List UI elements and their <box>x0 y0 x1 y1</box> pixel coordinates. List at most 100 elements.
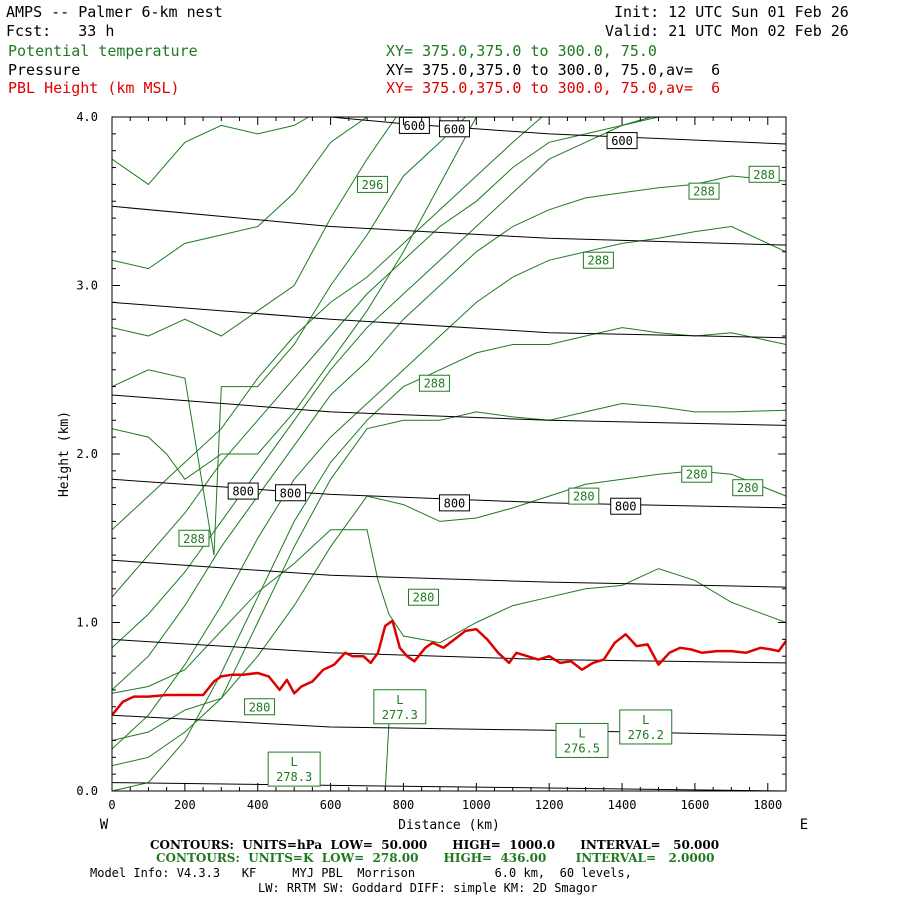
pressure-label-2: 600 <box>438 120 470 138</box>
pressure-label-3-text: 600 <box>611 134 633 148</box>
init-time: Init: 12 UTC Sun 01 Feb 26 <box>614 3 849 21</box>
pressure-label-5: 800 <box>275 484 307 502</box>
y-axis-label: Height (km) <box>57 411 72 497</box>
low-marker-box <box>267 751 321 787</box>
low-marker-box <box>555 722 609 758</box>
x-tick-label: 1800 <box>753 798 782 812</box>
theta-label-5-text: 288 <box>424 377 446 391</box>
contour-labels: 600 600 600 800 800 800 800 296 288 288 288 288 288 2… <box>178 116 780 787</box>
pressure-label-6-text: 800 <box>444 496 466 510</box>
theta-label-11: 280 <box>244 698 276 716</box>
theta-label-3: 288 <box>748 165 780 183</box>
theta-11 <box>112 117 466 556</box>
field2-xy: XY= 375.0,375.0 to 300.0, 75.0,av= 6 <box>386 61 721 79</box>
theta-label-5-box <box>418 374 450 392</box>
theta-1 <box>112 529 786 694</box>
pressure-label-7-box <box>610 497 642 515</box>
footer-physics: LW: RRTM SW: Goddard DIFF: simple KM: 2D… <box>258 881 598 895</box>
theta-4 <box>112 327 786 791</box>
pressure-label-2-text: 600 <box>444 122 466 136</box>
pressure-label-3: 600 <box>606 132 638 150</box>
isobar-1 <box>112 782 786 791</box>
theta-label-10-text: 280 <box>413 591 435 605</box>
model-title: AMPS -- Palmer 6-km nest <box>6 3 223 21</box>
x-axis-label: Distance (km) <box>398 818 500 833</box>
low-marker-value: 276.2 <box>628 728 664 742</box>
pressure-label-6: 800 <box>438 494 470 512</box>
east-end-label: E <box>800 817 808 833</box>
theta-contours <box>112 117 786 791</box>
pressure-label-1: 600 <box>398 116 430 134</box>
theta-label-4-text: 288 <box>588 254 610 268</box>
theta-5 <box>112 225 786 750</box>
theta-9 <box>112 117 543 531</box>
low-marker-box <box>373 689 427 725</box>
theta-label-1-box <box>356 175 388 193</box>
low-marker-value: 277.3 <box>382 708 418 722</box>
x-tick-label: 1400 <box>608 798 637 812</box>
x-tick-label: 600 <box>320 798 342 812</box>
theta-label-9: 280 <box>732 479 764 497</box>
isobar-7 <box>112 301 786 339</box>
theta-10 <box>112 117 477 480</box>
pressure-label-4-text: 800 <box>232 485 254 499</box>
footer-model-info: Model Info: V4.3.3 KF MYJ PBL Morrison 6… <box>90 866 632 880</box>
theta-label-8-box <box>681 465 713 483</box>
theta-14 <box>112 117 309 186</box>
pbl-height-line <box>112 619 786 716</box>
theta-label-7-box <box>568 487 600 505</box>
theta-label-7-text: 280 <box>573 490 595 504</box>
low-marker-letter: L <box>396 693 403 707</box>
axes: 0 200 400 600 800 1000 1200 1400 1600 1800 0.0 1.0 2… <box>57 110 808 833</box>
pressure-label-5-text: 800 <box>280 486 302 500</box>
x-tick-label: 800 <box>393 798 415 812</box>
pressure-label-5-box <box>275 484 307 502</box>
x-tick-label: 0 <box>108 798 115 812</box>
theta-7 <box>112 117 768 649</box>
theta-label-3-text: 288 <box>753 168 775 182</box>
theta-label-4-box <box>582 251 614 269</box>
x-tick-label: 1000 <box>462 798 491 812</box>
plot-frame <box>111 116 787 792</box>
theta-label-1: 296 <box>356 175 388 193</box>
pbl-height-series <box>112 619 786 716</box>
y-tick-label: 3.0 <box>76 279 98 293</box>
low-marker-box <box>619 709 673 745</box>
theta-label-7: 280 <box>568 487 600 505</box>
field2-name: Pressure <box>8 61 81 79</box>
x-tick-label: 400 <box>247 798 269 812</box>
theta-label-2: 288 <box>688 182 720 200</box>
y-tick-label: 4.0 <box>76 110 98 124</box>
theta-label-5: 288 <box>418 374 450 392</box>
theta-label-1-text: 296 <box>362 178 384 192</box>
theta-label-9-box <box>732 479 764 497</box>
x-tick-label: 1600 <box>680 798 709 812</box>
isobar-3 <box>112 638 786 664</box>
theta-label-8-text: 280 <box>686 468 708 482</box>
forecast-hour: Fcst: 33 h <box>6 22 115 40</box>
y-tick-label: 2.0 <box>76 447 98 461</box>
theta-label-6-text: 288 <box>183 532 205 546</box>
field1-name: Potential temperature <box>8 42 198 60</box>
y-tick-label: 1.0 <box>76 616 98 630</box>
pressure-label-4-box <box>227 482 259 500</box>
low-marker-value: 278.3 <box>276 770 312 784</box>
x-tick-label: 200 <box>174 798 196 812</box>
theta-label-3-box <box>748 165 780 183</box>
pressure-label-7-text: 800 <box>615 500 637 514</box>
isobar-2 <box>112 714 786 736</box>
y-tick-label: 0.0 <box>76 784 98 798</box>
field3-name: PBL Height (km MSL) <box>8 79 180 97</box>
pressure-label-3-box <box>606 132 638 150</box>
pressure-label-2-box <box>438 120 470 138</box>
valid-time: Valid: 21 UTC Mon 02 Feb 26 <box>605 22 849 40</box>
footer-contours-hpa: CONTOURS: UNITS=hPa LOW= 50.000 HIGH= 10… <box>150 838 720 852</box>
theta-13 <box>112 117 368 270</box>
pressure-label-1-text: 600 <box>404 119 426 133</box>
low-marker-value: 276.5 <box>564 741 600 755</box>
